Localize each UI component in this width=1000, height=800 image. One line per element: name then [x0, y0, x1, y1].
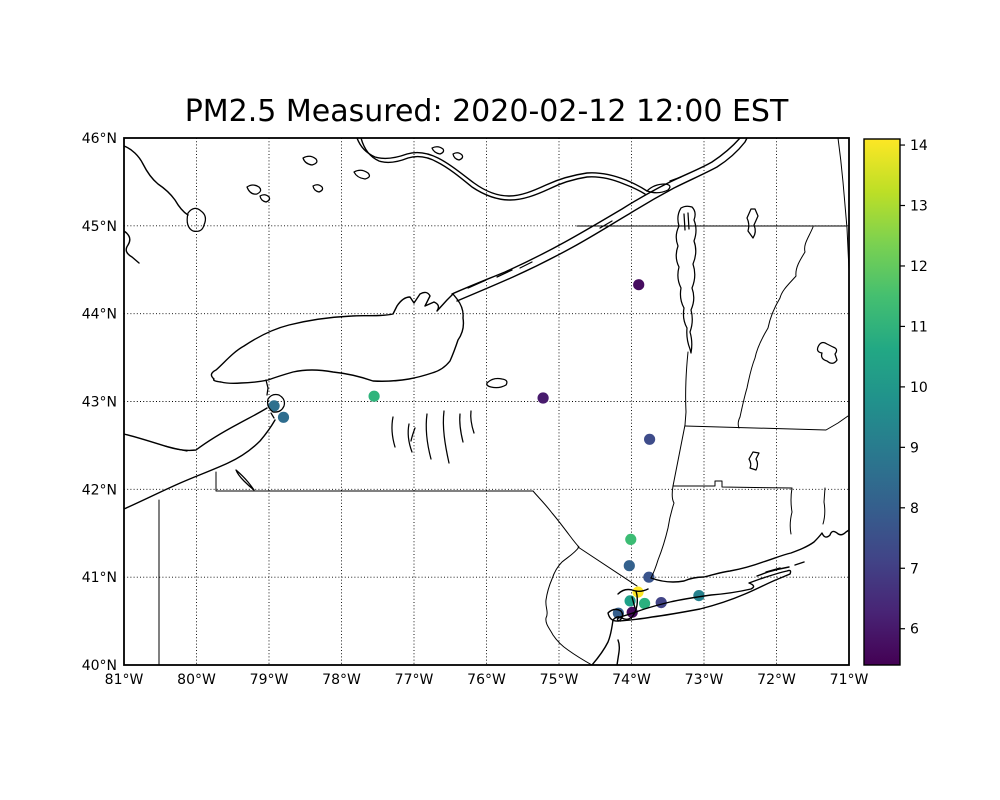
colorbar-frame — [863, 138, 901, 666]
oneida-lake — [486, 377, 508, 389]
coastline-nottawasaga — [124, 230, 140, 264]
border-ny-ct — [650, 485, 675, 579]
scatter-point — [633, 279, 645, 291]
lake-winnipesaukee — [816, 341, 838, 364]
scatter-point — [693, 590, 705, 602]
lat-tick-label: 40°N — [82, 658, 117, 674]
lake-champlain — [675, 205, 697, 354]
scatter-point — [625, 533, 637, 546]
border-nj-ny — [577, 546, 638, 587]
scatter-point — [537, 392, 549, 404]
scatter-point — [639, 597, 651, 610]
border-me-nh — [837, 138, 849, 271]
lake-ontario — [210, 291, 465, 385]
scatter-point — [277, 411, 290, 423]
colorbar-tick-label: 7 — [910, 561, 919, 577]
scatter-point — [643, 571, 655, 583]
lon-tick-label: 71°W — [830, 672, 869, 688]
border-delaware-river — [532, 490, 593, 665]
colorbar-tick-label: 9 — [910, 440, 919, 456]
border-ny-vt — [684, 351, 689, 426]
colorbar: 6 7 8 9 10 11 12 13 14 — [863, 138, 928, 666]
lake-memphremagog — [746, 208, 759, 239]
lake-erie-south-shore — [124, 419, 276, 510]
lon-tick-label: 72°W — [757, 672, 796, 688]
scatter-point — [623, 560, 635, 572]
niagara-river-grand-island — [265, 379, 286, 419]
nyc-coast-detail — [607, 588, 649, 622]
colorbar-tick-label: 12 — [910, 259, 928, 275]
lat-tick-label: 41°N — [82, 570, 117, 586]
colorbar-tick-label: 8 — [910, 501, 919, 517]
border-ma-north — [684, 415, 849, 431]
scatter-point — [644, 433, 656, 445]
coastline-georgian-bay — [124, 145, 189, 216]
map-frame — [123, 137, 850, 666]
st-lawrence-river-north-bank — [451, 138, 741, 295]
thousand-islands — [467, 220, 613, 289]
lon-tick-label: 73°W — [685, 672, 724, 688]
map-features — [124, 138, 849, 665]
colorbar-tick-label: 6 — [910, 622, 919, 638]
lake-erie-north-shore — [124, 407, 268, 452]
lon-tick-label: 75°W — [540, 672, 579, 688]
ottawa-river-south-bank — [360, 138, 646, 201]
lon-tick-label: 80°W — [177, 672, 216, 688]
scatter-point — [268, 400, 280, 412]
lat-tick-label: 43°N — [82, 395, 117, 411]
grid-lines — [123, 137, 850, 666]
lat-tick-label: 42°N — [82, 482, 117, 498]
nj-coast — [591, 590, 639, 665]
chautauqua-lake — [235, 469, 255, 491]
montreal-islands — [646, 176, 682, 194]
scatter-point — [368, 390, 380, 402]
colorbar-tick-label: 14 — [910, 138, 928, 154]
lon-tick-label: 81°W — [105, 672, 144, 688]
lon-tick-label: 79°W — [250, 672, 289, 688]
lat-tick-label: 45°N — [82, 219, 117, 235]
scatter-point — [632, 586, 644, 598]
lat-tick-label: 44°N — [82, 307, 117, 323]
ontario-small-lakes — [246, 146, 464, 203]
border-vt-nh-connecticut-river — [737, 226, 814, 429]
colorbar-tick-label: 10 — [910, 380, 928, 396]
lake-erie-spit — [164, 445, 188, 452]
colorbar-gradient — [864, 139, 900, 665]
border-ma-ct-ri — [672, 480, 826, 535]
lat-tick-label: 46°N — [82, 131, 117, 147]
scatter-point — [626, 606, 638, 618]
lon-tick-label: 76°W — [467, 672, 506, 688]
finger-lakes — [391, 410, 475, 464]
long-island — [616, 566, 792, 622]
lon-tick-label: 78°W — [322, 672, 361, 688]
ottawa-river-north-bank — [356, 138, 648, 197]
lon-tick-label: 74°W — [612, 672, 651, 688]
border-ny-ma — [672, 424, 686, 487]
border-ny-pa — [215, 471, 534, 492]
plot-title: PM2.5 Measured: 2020-02-12 12:00 EST — [184, 94, 789, 129]
coastline-southern-new-england — [650, 529, 849, 583]
scatter-points — [268, 279, 705, 619]
lake-simcoe — [186, 207, 207, 232]
quabbin-reservoir — [748, 451, 760, 471]
axis-tick-labels: 81°W 80°W 79°W 78°W 77°W 76°W 75°W 74°W 73°W 72°W… — [82, 131, 869, 688]
colorbar-tick-label: 13 — [910, 199, 928, 215]
colorbar-tick-label: 11 — [910, 319, 928, 335]
st-lawrence-river-south-bank — [456, 138, 748, 302]
colorbar-ticks: 6 7 8 9 10 11 12 13 14 — [900, 138, 928, 638]
lon-tick-label: 77°W — [395, 672, 434, 688]
